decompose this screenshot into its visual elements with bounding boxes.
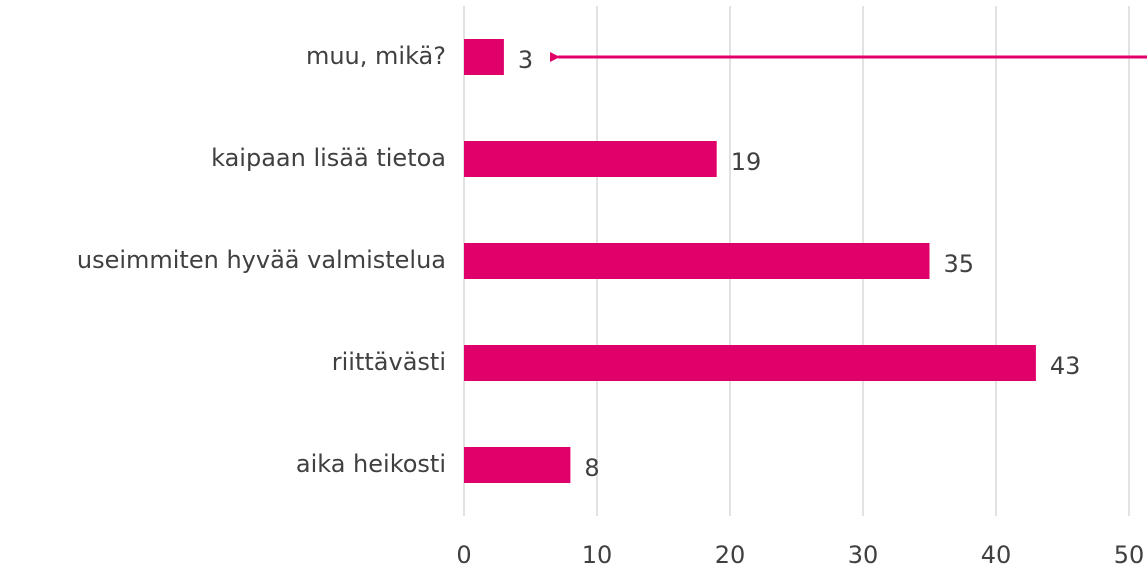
x-tick-label: 50 [1114,541,1145,569]
data-label: 8 [584,454,599,482]
x-tick-label: 20 [715,541,746,569]
x-tick-label: 0 [456,541,471,569]
data-label: 35 [944,250,975,278]
bar [464,447,571,483]
x-tick-label: 10 [582,541,613,569]
bar [464,39,504,75]
bar [464,141,717,177]
x-tick-label: 40 [981,541,1012,569]
data-label: 19 [731,148,762,176]
x-tick-label: 30 [848,541,879,569]
data-label: 43 [1050,352,1081,380]
data-label: 3 [518,46,533,74]
y-tick-label: riittävästi [332,348,446,376]
bar [464,243,930,279]
y-tick-label: aika heikosti [296,450,446,478]
marks: muu, mikä? 3 kaipaan lisää tietoa 19 useimmi… [77,39,1081,483]
y-tick-label: kaipaan lisää tietoa [211,144,446,172]
grid: 0 10 20 30 40 50 [456,6,1144,569]
y-tick-label: useimmiten hyvää valmistelua [77,246,446,274]
bar [464,345,1036,381]
y-tick-label: muu, mikä? [306,42,446,70]
